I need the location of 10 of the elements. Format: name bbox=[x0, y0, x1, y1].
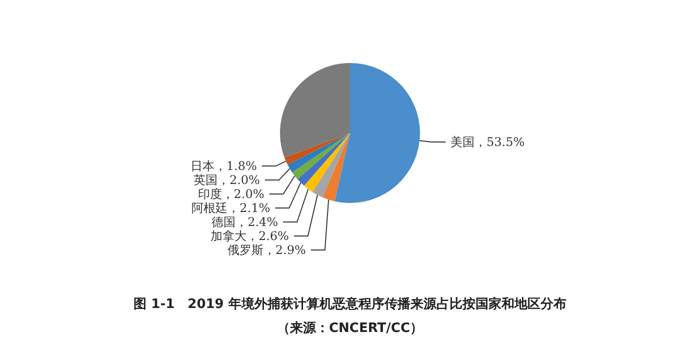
slice-label: 美国，53.5% bbox=[450, 135, 525, 149]
slice-label: 加拿大，2.6% bbox=[210, 229, 289, 244]
slice-label: 印度，2.0% bbox=[198, 187, 264, 202]
slice-label: 日本，1.8% bbox=[190, 159, 257, 174]
slice-label: 俄罗斯，2.9% bbox=[227, 243, 306, 258]
text: （来源：CNCERT/CC） bbox=[277, 321, 423, 336]
text: 图 1-1 2019 年境外捕获计算机恶意程序传播来源占比按国家和地区分布 bbox=[134, 296, 566, 312]
slice-label: 德国，2.4% bbox=[212, 215, 278, 230]
slice-label: 阿根廷，2.1% bbox=[192, 201, 270, 216]
slice-label: 英国，2.0% bbox=[193, 173, 260, 188]
